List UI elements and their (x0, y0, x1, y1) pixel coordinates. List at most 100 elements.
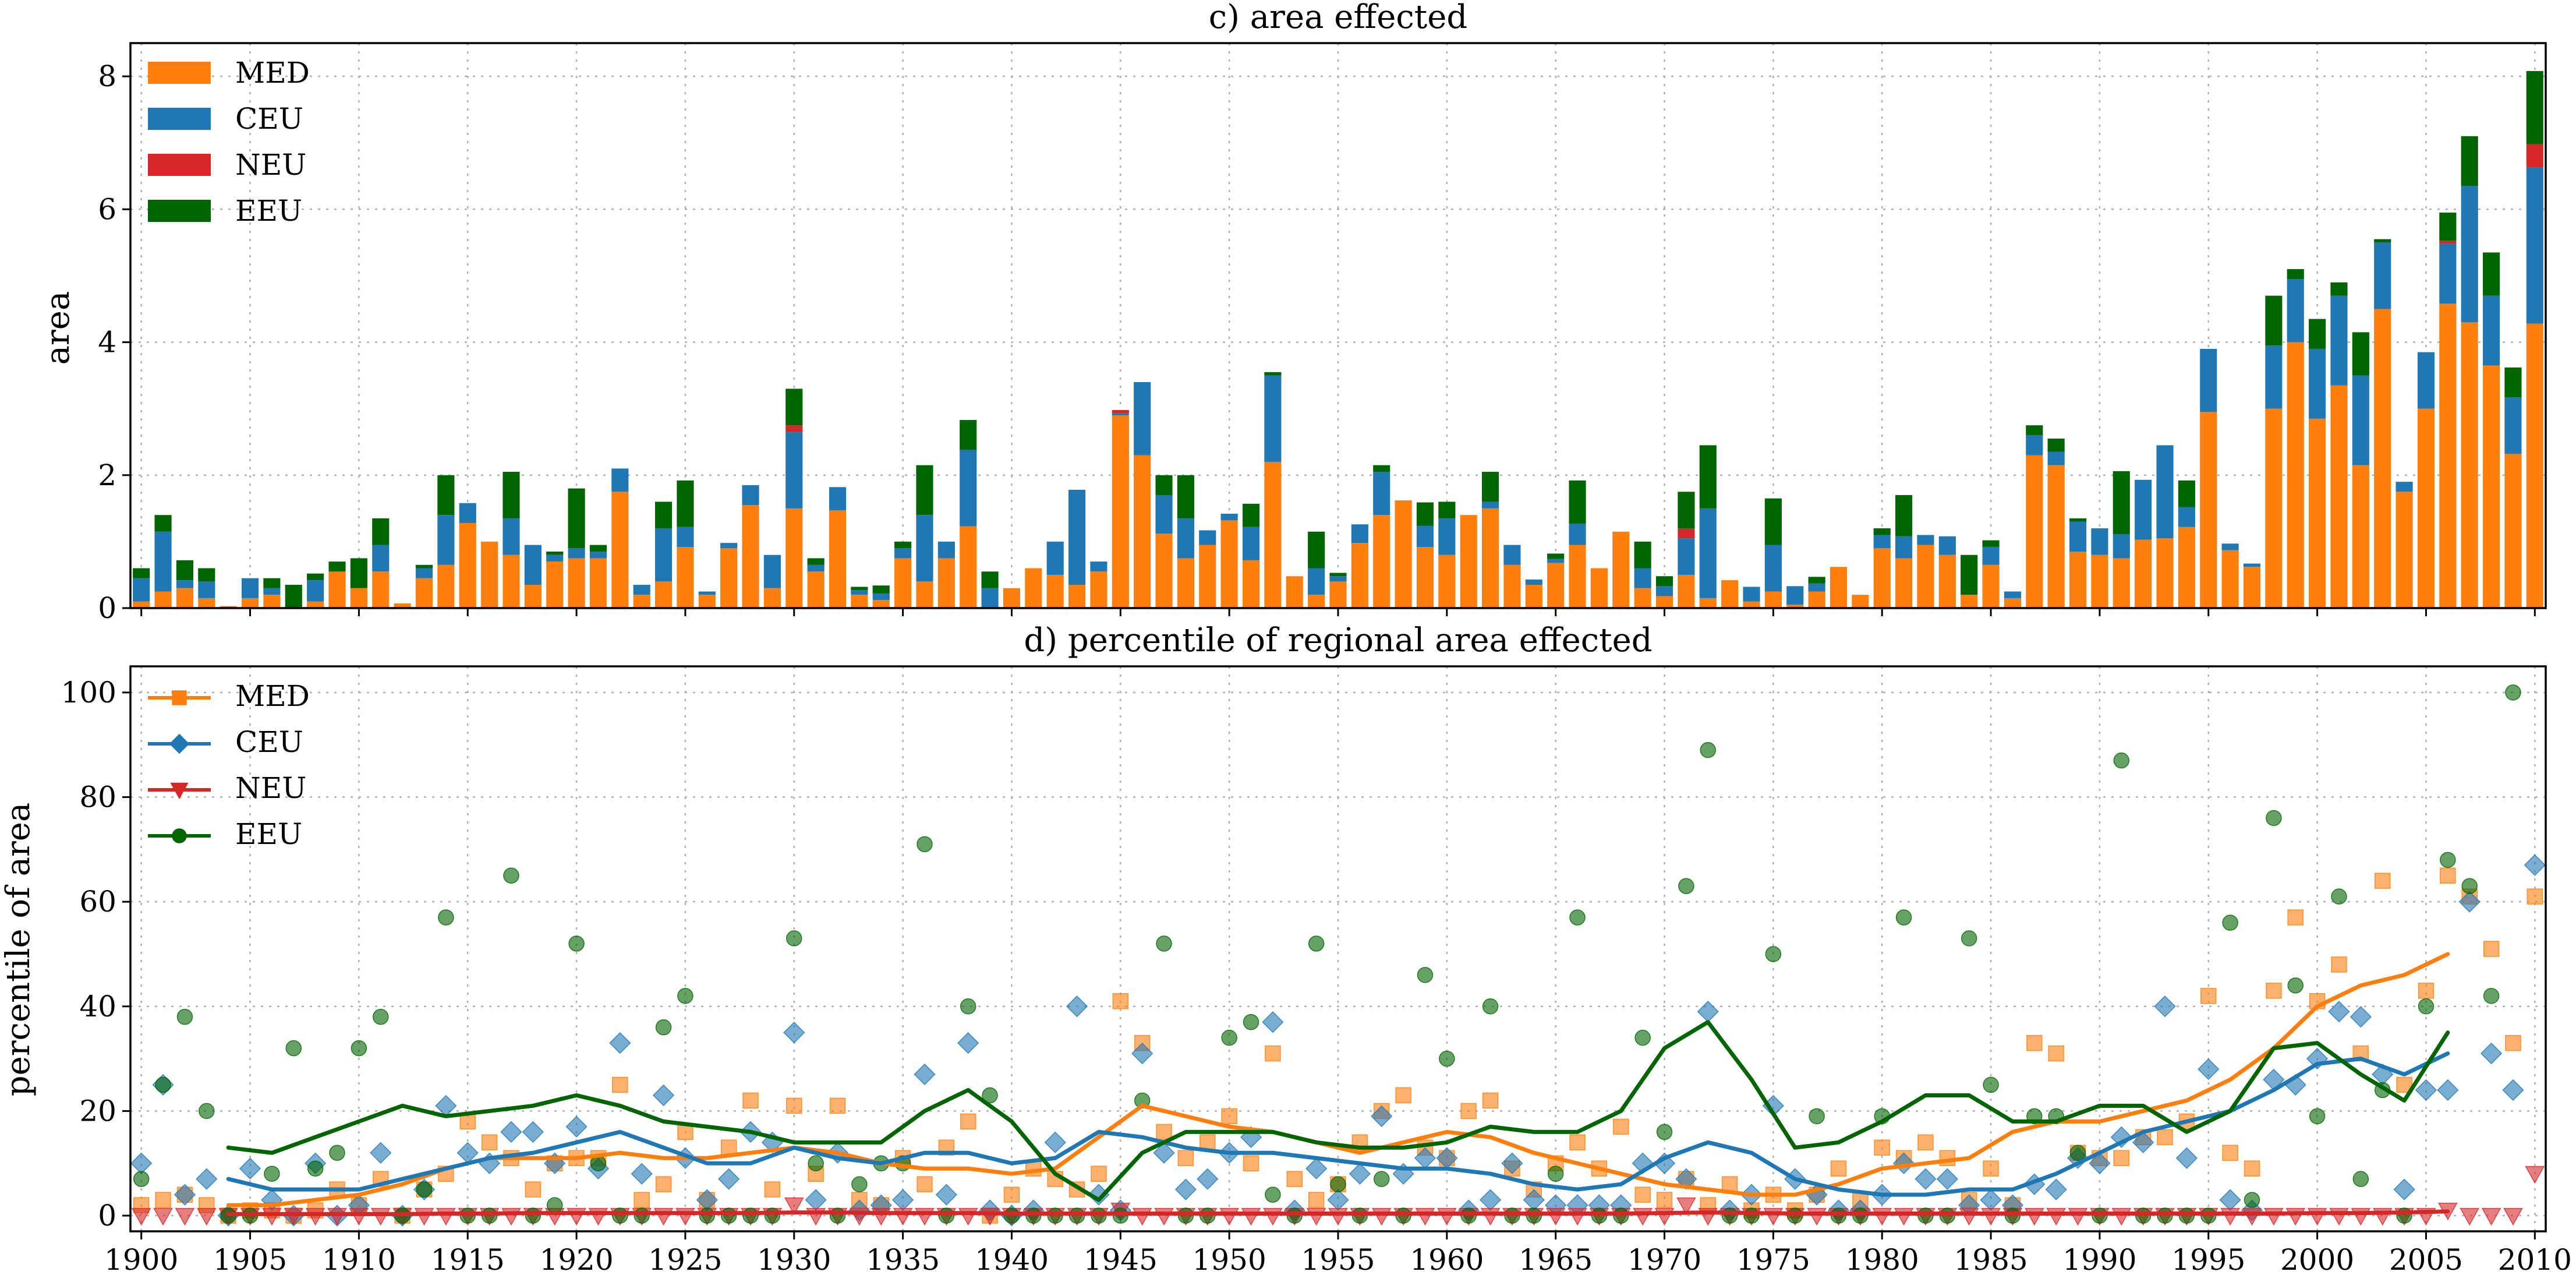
point-eeu (416, 1181, 433, 1198)
bar-med (2352, 465, 2369, 608)
bar-ceu (2265, 345, 2283, 409)
point-med (1308, 1192, 1325, 1208)
point-neu (958, 1207, 978, 1226)
bar-eeu (2461, 136, 2478, 186)
bar-ceu (2417, 352, 2435, 409)
bar-eeu (872, 585, 890, 594)
point-med (1112, 993, 1129, 1009)
bar-ceu (1177, 518, 1194, 559)
point-eeu (1765, 946, 1782, 962)
point-med (1634, 1186, 1651, 1203)
x-tick-label: 1990 (2062, 1243, 2136, 1277)
point-eeu (982, 1087, 998, 1104)
bar-med (2221, 550, 2239, 608)
bar-eeu (568, 488, 585, 549)
point-eeu (786, 930, 802, 947)
point-med (1221, 1108, 1237, 1125)
point-eeu (2309, 1108, 2326, 1125)
bar-ceu (851, 590, 868, 595)
point-eeu (1091, 1207, 1107, 1224)
point-med (1003, 1186, 1020, 1203)
point-neu (2460, 1207, 2480, 1226)
point-med (764, 1181, 781, 1198)
bar-ceu (1351, 524, 1368, 543)
point-eeu (699, 1207, 716, 1224)
point-ceu (2415, 1079, 2437, 1101)
point-ceu (2198, 1058, 2220, 1080)
bar-ceu (154, 531, 172, 592)
bar-med (2439, 303, 2457, 608)
bar-med (698, 595, 716, 608)
point-ceu (957, 1032, 979, 1054)
bar-eeu (960, 420, 977, 450)
bar-ceu (677, 527, 694, 548)
bar-eeu (1678, 492, 1695, 529)
bar-ceu (2504, 397, 2522, 454)
bar-ceu (2047, 451, 2065, 465)
point-eeu (481, 1207, 498, 1224)
point-neu (567, 1207, 586, 1226)
bar-med (1068, 585, 1086, 608)
bar-ceu (2439, 243, 2457, 304)
point-neu (2046, 1207, 2067, 1226)
bar-ceu (1046, 541, 1064, 575)
point-eeu (1156, 935, 1172, 952)
bar-med (2309, 418, 2326, 608)
bar-eeu (1961, 555, 1978, 595)
bar-med (2374, 309, 2391, 608)
bar-ceu (459, 503, 476, 523)
point-med (155, 1192, 171, 1208)
legend-swatch-ceu (148, 108, 211, 130)
bar-eeu (1242, 503, 1260, 527)
point-med (2113, 1150, 2130, 1167)
point-med (2157, 1129, 2173, 1146)
point-ceu (2393, 1178, 2415, 1200)
chart-title: c) area effected (1209, 0, 1467, 36)
point-neu (2024, 1207, 2044, 1226)
bar-med (1699, 598, 1717, 608)
bar-eeu (1547, 553, 1565, 559)
bar-ceu (176, 580, 193, 588)
point-neu (501, 1207, 521, 1226)
bar-ceu (698, 591, 716, 595)
point-neu (2220, 1207, 2241, 1226)
bar-eeu (437, 475, 455, 515)
point-neu (1480, 1207, 1501, 1226)
point-eeu (568, 935, 585, 952)
bar-eeu (981, 571, 999, 588)
point-ceu (718, 1168, 740, 1190)
bar-eeu (2439, 213, 2457, 241)
point-eeu (2178, 1207, 2195, 1224)
bar-med (2178, 527, 2195, 608)
bar-eeu (2309, 319, 2326, 349)
bar-med (1351, 543, 1368, 608)
bar-med (1547, 563, 1565, 608)
legend-swatch-med (148, 62, 211, 84)
point-eeu (2352, 1171, 2369, 1187)
bar-ceu (437, 515, 455, 565)
bar-eeu (1699, 445, 1717, 508)
point-eeu (133, 1171, 150, 1187)
bar-med (763, 588, 781, 608)
point-med (742, 1092, 759, 1109)
point-eeu (634, 1207, 650, 1224)
bar-ceu (2069, 521, 2087, 552)
bar-med (2330, 385, 2348, 608)
point-neu (1328, 1207, 1348, 1226)
x-tick-label: 1955 (1301, 1243, 1375, 1277)
bar-eeu (415, 564, 433, 568)
y-ticks: 0 2 4 6 8 (98, 59, 130, 625)
bar-ceu (1873, 535, 1891, 549)
point-neu (1306, 1207, 1326, 1226)
chart-title: d) percentile of regional area effected (1024, 621, 1652, 659)
point-eeu (264, 1166, 280, 1182)
point-med (1177, 1150, 1194, 1167)
point-neu (414, 1207, 434, 1226)
point-eeu (1591, 1207, 1608, 1224)
x-tick-label: 1995 (2171, 1243, 2245, 1277)
point-ceu (565, 1115, 588, 1138)
bar-ceu (1373, 472, 1390, 515)
bar-med (394, 603, 411, 608)
